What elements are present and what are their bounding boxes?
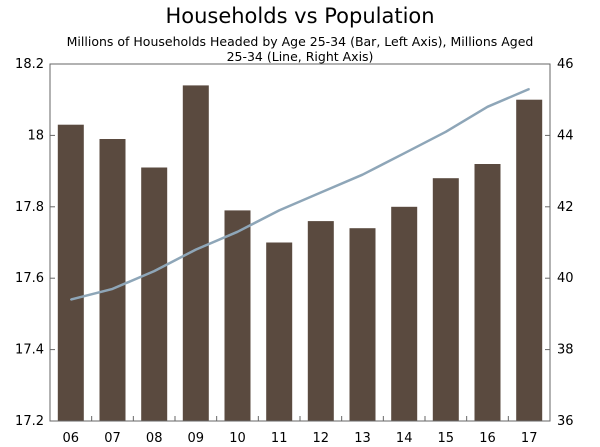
line-point-06	[70, 298, 72, 301]
right-tick-label: 42	[557, 200, 574, 215]
x-tick-label: 11	[271, 431, 288, 446]
line-point-10	[236, 231, 239, 233]
bar-14	[391, 206, 418, 421]
bar-15	[432, 178, 459, 421]
right-tick-label: 44	[557, 128, 574, 143]
x-tick-label: 17	[521, 431, 538, 446]
line-point-11	[278, 209, 281, 212]
left-tick-label: 18.2	[15, 57, 44, 72]
line-point-09	[195, 248, 197, 251]
left-tick-label: 17.8	[15, 200, 44, 215]
x-tick-label: 10	[229, 431, 246, 446]
x-tick-label: 07	[104, 431, 121, 446]
left-tick-label: 17.4	[15, 343, 44, 358]
bar-13	[349, 228, 376, 421]
left-axis: 17.2 17.4 17.6 17.8 18 18.2	[15, 57, 55, 429]
left-tick-label: 18	[27, 128, 44, 143]
x-tick-label: 14	[396, 431, 413, 446]
x-axis: 06 07 08 09 10 11 12 13 14 15 16 17	[63, 416, 538, 446]
right-tick-label: 36	[557, 414, 574, 429]
bar-07	[99, 139, 126, 421]
chart-subtitle: Millions of Households Headed by Age 25-…	[66, 34, 534, 64]
line-point-15	[445, 131, 447, 133]
right-tick-label: 40	[557, 271, 574, 286]
population-line	[70, 87, 530, 301]
bar-06	[57, 124, 84, 421]
bar-17	[516, 99, 543, 421]
x-tick-label: 08	[146, 431, 163, 446]
line-point-14	[403, 152, 406, 155]
bar-12	[307, 221, 334, 421]
chart-title: Households vs Population	[165, 4, 435, 28]
bar-16	[474, 164, 501, 421]
line-point-07	[111, 288, 114, 290]
line-series-layer	[70, 87, 530, 301]
line-point-16	[486, 106, 489, 108]
x-tick-label: 15	[438, 431, 455, 446]
line-point-12	[320, 191, 322, 194]
line-point-13	[361, 173, 364, 176]
right-tick-label: 46	[557, 57, 574, 72]
x-tick-label: 13	[354, 431, 371, 446]
x-tick-label: 12	[313, 431, 330, 446]
right-tick-label: 38	[557, 343, 574, 358]
bar-11	[266, 242, 293, 421]
x-tick-label: 09	[188, 431, 205, 446]
bar-series	[57, 85, 543, 422]
line-point-17	[528, 88, 530, 90]
line-point-08	[153, 270, 155, 272]
x-tick-label: 06	[63, 431, 80, 446]
bar-08	[141, 167, 168, 421]
x-tick-label: 16	[479, 431, 496, 446]
left-tick-label: 17.6	[15, 271, 44, 286]
right-axis: 36 38 40 42 44 46	[545, 57, 574, 429]
left-tick-label: 17.2	[15, 414, 44, 429]
bar-10	[224, 210, 251, 421]
